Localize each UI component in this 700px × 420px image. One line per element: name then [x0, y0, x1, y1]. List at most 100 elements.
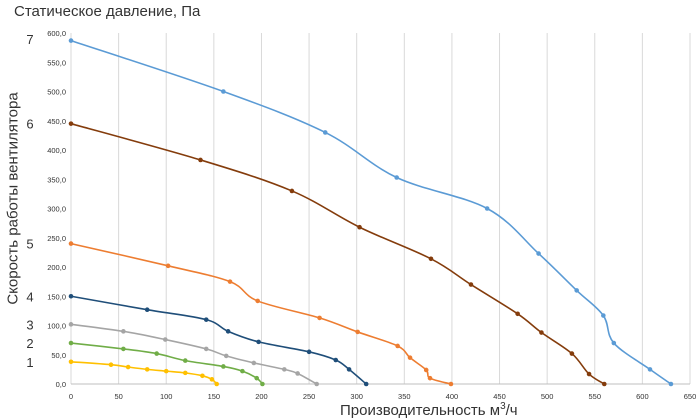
- data-point-6: [198, 157, 203, 163]
- data-point-3: [162, 337, 168, 342]
- y-tick-label: 200,0: [47, 263, 66, 272]
- data-point-3: [223, 353, 229, 359]
- data-point-6: [428, 256, 434, 262]
- x-tick-label: 450: [493, 392, 506, 401]
- data-point-4: [256, 339, 261, 345]
- y-tick-label: 400,0: [47, 146, 66, 155]
- series-line-5: [70, 242, 452, 385]
- data-point-1: [125, 364, 131, 370]
- data-point-5: [355, 329, 360, 335]
- x-tick-label: 550: [589, 392, 602, 401]
- speed-label-5: 5: [26, 237, 33, 252]
- data-point-5: [395, 343, 400, 349]
- y-tick-label: 550,0: [47, 58, 66, 67]
- speed-label-3: 3: [26, 317, 33, 332]
- series-line-6: [70, 122, 605, 385]
- data-point-3: [203, 346, 209, 352]
- x-tick-label: 50: [114, 392, 122, 401]
- data-point-4: [144, 307, 150, 313]
- data-point-2: [260, 381, 265, 387]
- x-tick-label: 150: [208, 392, 221, 401]
- data-point-6: [539, 330, 544, 335]
- y-tick-label: 500,0: [47, 88, 66, 97]
- data-point-2: [240, 368, 245, 374]
- y-tick-label: 250,0: [47, 234, 66, 243]
- data-point-5: [448, 381, 454, 387]
- x-tick-label: 650: [684, 392, 697, 401]
- y-tick-label: 600,0: [47, 29, 66, 38]
- data-point-4: [203, 317, 209, 322]
- data-point-5: [255, 298, 260, 304]
- data-point-7: [668, 381, 674, 387]
- data-point-2: [221, 364, 226, 369]
- data-point-7: [68, 38, 74, 43]
- data-point-2: [182, 358, 188, 363]
- data-point-4: [225, 329, 231, 334]
- data-point-6: [586, 371, 592, 377]
- data-point-3: [251, 360, 257, 366]
- chart-title: Статическое давление, Па: [14, 3, 201, 20]
- data-point-7: [611, 340, 617, 346]
- data-point-5: [427, 375, 433, 381]
- data-point-5: [317, 315, 322, 321]
- data-point-3: [314, 381, 319, 387]
- data-point-2: [68, 340, 74, 346]
- speed-label-2: 2: [26, 336, 33, 351]
- data-point-6: [289, 188, 295, 194]
- data-point-1: [163, 368, 169, 374]
- data-point-3: [121, 329, 126, 334]
- x-tick-label: 600: [636, 392, 649, 401]
- y-tick-label: 50,0: [51, 351, 66, 360]
- data-point-2: [154, 351, 160, 356]
- data-point-5: [227, 279, 233, 284]
- data-point-3: [295, 371, 300, 376]
- y-tick-label: 0,0: [56, 380, 66, 389]
- x-axis-label: Производительность м3/ч: [340, 401, 518, 419]
- data-point-7: [322, 130, 328, 135]
- series-line-3: [70, 323, 318, 385]
- data-point-1: [182, 370, 188, 376]
- data-point-6: [569, 351, 575, 356]
- series-line-7: [70, 39, 672, 385]
- data-point-6: [357, 224, 362, 230]
- y-tick-label: 300,0: [47, 205, 66, 214]
- series-line-4: [70, 295, 367, 385]
- speed-label-6: 6: [26, 117, 33, 132]
- y-tick-label: 350,0: [47, 175, 66, 184]
- data-point-5: [423, 367, 429, 373]
- data-point-4: [333, 357, 339, 363]
- y-tick-label: 100,0: [47, 322, 66, 331]
- data-point-2: [254, 375, 259, 381]
- data-point-4: [306, 349, 312, 355]
- y-tick-label: 450,0: [47, 117, 66, 126]
- data-point-7: [221, 89, 226, 94]
- series-line-1: [70, 360, 218, 385]
- data-point-3: [282, 367, 287, 372]
- data-point-1: [200, 373, 205, 379]
- data-point-6: [515, 311, 520, 317]
- data-point-1: [209, 377, 215, 382]
- data-point-7: [536, 251, 541, 256]
- data-point-4: [346, 367, 352, 372]
- x-tick-label: 0: [69, 392, 73, 401]
- data-point-6: [68, 121, 74, 126]
- data-point-2: [121, 346, 126, 352]
- x-tick-label: 300: [350, 392, 363, 401]
- data-point-6: [468, 282, 474, 287]
- data-point-4: [363, 381, 369, 387]
- data-point-7: [647, 367, 653, 372]
- data-point-3: [68, 322, 74, 327]
- data-point-6: [601, 381, 607, 387]
- data-point-1: [214, 381, 220, 387]
- speed-label-4: 4: [26, 289, 33, 304]
- x-tick-label: 350: [398, 392, 411, 401]
- data-point-1: [108, 362, 114, 367]
- data-point-5: [165, 263, 171, 269]
- x-tick-label: 100: [160, 392, 173, 401]
- data-point-4: [68, 293, 74, 299]
- x-tick-label: 400: [446, 392, 459, 401]
- data-point-5: [68, 241, 74, 246]
- speed-label-7: 7: [26, 32, 33, 47]
- data-point-7: [394, 175, 399, 180]
